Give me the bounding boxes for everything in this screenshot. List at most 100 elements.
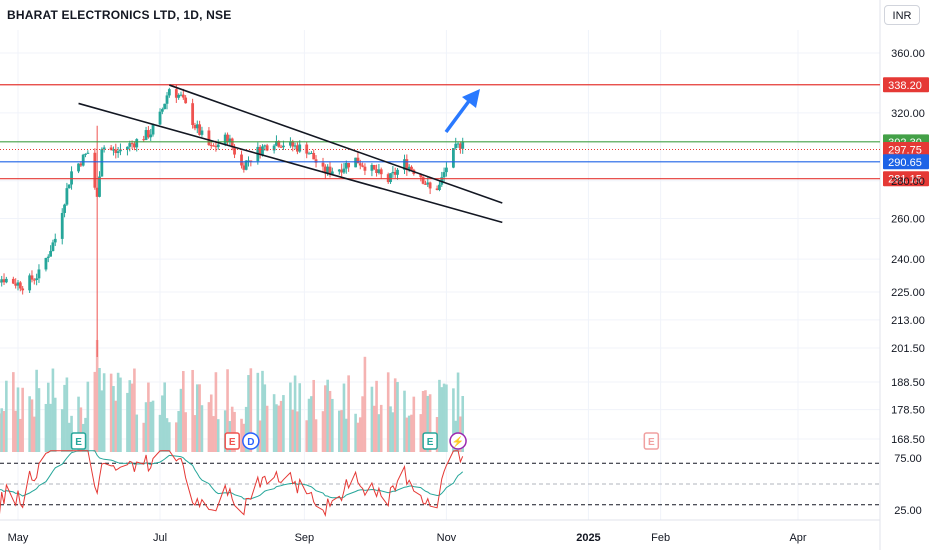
volume-bar xyxy=(277,405,281,452)
volume-bar xyxy=(144,402,148,452)
candle-body xyxy=(49,250,52,257)
volume-bar xyxy=(279,400,283,452)
candle-body xyxy=(2,279,6,283)
volume-bar xyxy=(182,371,185,452)
candle-body xyxy=(21,288,25,291)
currency-button[interactable]: INR xyxy=(884,5,920,25)
candle-body xyxy=(337,169,341,172)
volume-bar xyxy=(126,392,129,452)
volume-bar xyxy=(247,375,250,452)
volume-bar xyxy=(240,418,243,452)
volume-bar xyxy=(112,386,115,452)
event-marker-label: D xyxy=(247,437,254,448)
candle-body xyxy=(209,145,213,147)
volume-bar xyxy=(142,422,146,452)
volume-bar xyxy=(324,385,327,452)
volume-bar xyxy=(109,373,113,452)
candle-body xyxy=(428,182,432,189)
candle-body xyxy=(344,162,348,169)
event-marker-bg xyxy=(422,432,438,450)
candle-body xyxy=(258,146,262,155)
volume-bar xyxy=(223,410,227,452)
candle-body xyxy=(144,130,148,140)
trendline xyxy=(78,102,503,224)
price-tick-label: 280.00 xyxy=(891,176,925,188)
volume-bar xyxy=(396,381,399,452)
volume-bar xyxy=(151,400,155,452)
level-label: 338.20 xyxy=(888,80,922,92)
volume-bar xyxy=(230,406,234,452)
volume-bar xyxy=(361,396,364,452)
volume-bar xyxy=(168,422,171,452)
volume-bar xyxy=(98,368,101,452)
candle-body xyxy=(70,171,73,185)
candle-body xyxy=(63,204,66,213)
time-tick-label: Nov xyxy=(437,532,457,544)
candle-body xyxy=(151,124,155,135)
volume-bar xyxy=(35,369,38,452)
volume-bar xyxy=(249,368,253,452)
breakout-arrow-head xyxy=(462,89,480,108)
volume-bar xyxy=(149,401,153,452)
volume-bar xyxy=(282,395,285,452)
volume-bar xyxy=(298,383,302,452)
candle-body xyxy=(223,134,227,145)
candle-body xyxy=(370,165,374,171)
volume-bar xyxy=(386,372,390,452)
candle-body xyxy=(426,182,430,185)
candle-body xyxy=(65,188,69,205)
trendline xyxy=(169,84,503,204)
volume-bar xyxy=(21,387,24,452)
candle-body xyxy=(438,184,441,191)
candle-body xyxy=(372,165,376,170)
volume-bar xyxy=(102,373,106,452)
volume-bar xyxy=(338,410,341,452)
candle-body xyxy=(445,167,448,173)
candle-body xyxy=(46,256,50,258)
event-marker-label: E xyxy=(229,437,236,448)
oscillator-signal-line xyxy=(0,450,464,500)
candle-body xyxy=(216,144,220,148)
volume-bar xyxy=(356,422,360,452)
volume-bar xyxy=(163,382,166,452)
candle-body xyxy=(323,166,327,174)
volume-bar xyxy=(0,413,1,452)
volume-bar xyxy=(12,372,15,452)
level-label-bg xyxy=(883,171,929,187)
volume-bar xyxy=(263,384,267,452)
candle-body xyxy=(328,166,332,174)
candle-body xyxy=(249,160,253,162)
candle-body xyxy=(4,278,8,283)
volume-bar xyxy=(200,405,204,452)
candle-body xyxy=(298,144,302,152)
volume-bar xyxy=(375,380,378,452)
volume-bar xyxy=(461,396,465,452)
candle-body xyxy=(81,154,85,166)
volume-bar xyxy=(133,368,136,452)
time-tick-label: May xyxy=(8,532,29,544)
candle-body xyxy=(160,109,164,112)
volume-bar xyxy=(370,386,374,452)
event-marker-bg xyxy=(70,432,87,450)
candle-body xyxy=(133,143,136,148)
volume-bar xyxy=(226,369,229,452)
volume-bar xyxy=(256,372,260,452)
candle-body xyxy=(363,166,367,171)
volume-bar xyxy=(128,380,132,452)
candle-body xyxy=(263,145,267,147)
volume-bar xyxy=(214,372,218,452)
candle-body xyxy=(165,95,169,104)
volume-bar xyxy=(456,372,460,452)
candle-body xyxy=(0,279,4,283)
level-label-bg xyxy=(883,154,929,170)
volume-bar xyxy=(354,413,357,452)
candle-body xyxy=(77,163,80,172)
candle-body xyxy=(179,94,183,96)
candle-body xyxy=(130,143,134,145)
time-tick-label: Feb xyxy=(651,532,670,544)
volume-bar xyxy=(209,394,213,452)
price-tick-label: 240.00 xyxy=(891,254,925,266)
volume-bar xyxy=(405,417,409,452)
candle-body xyxy=(242,165,246,170)
candle-body xyxy=(109,147,113,150)
